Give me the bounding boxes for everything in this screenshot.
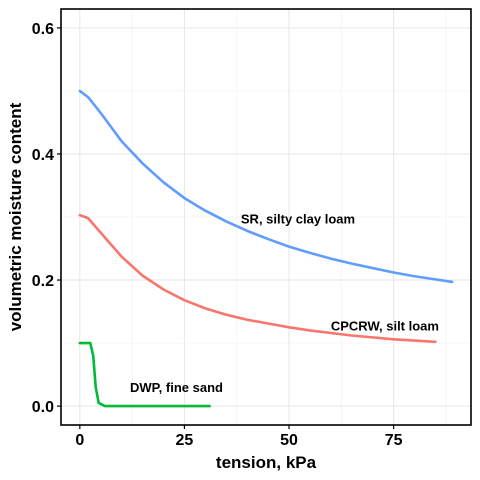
y-axis-title: volumetric moisture content	[6, 102, 25, 331]
series-label: DWP, fine sand	[130, 380, 223, 395]
series-label: SR, silty clay loam	[241, 211, 355, 226]
y-tick-label: 0.4	[32, 147, 54, 164]
y-tick-label: 0.2	[32, 273, 54, 290]
x-tick-label: 0	[75, 432, 84, 449]
y-tick-label: 0.6	[32, 21, 54, 38]
series-line-sr	[78, 89, 454, 284]
x-tick-label: 25	[176, 432, 194, 449]
y-tick-label: 0.0	[32, 399, 54, 416]
axis-ticks: 0 25 50 75 0.0 0.2 0.4 0.6	[32, 21, 403, 449]
series-label: CPCRW, silt loam	[331, 318, 439, 333]
x-axis-title: tension, kPa	[216, 453, 317, 472]
plot-panel-border	[60, 8, 472, 426]
x-tick-label: 50	[280, 432, 298, 449]
series-lines	[78, 89, 454, 408]
series-labels: SR, silty clay loam CPCRW, silt loam DWP, …	[130, 211, 439, 395]
x-tick-label: 75	[385, 432, 403, 449]
series-line-cpcrw	[78, 213, 437, 344]
series-line-dwp	[78, 341, 211, 408]
